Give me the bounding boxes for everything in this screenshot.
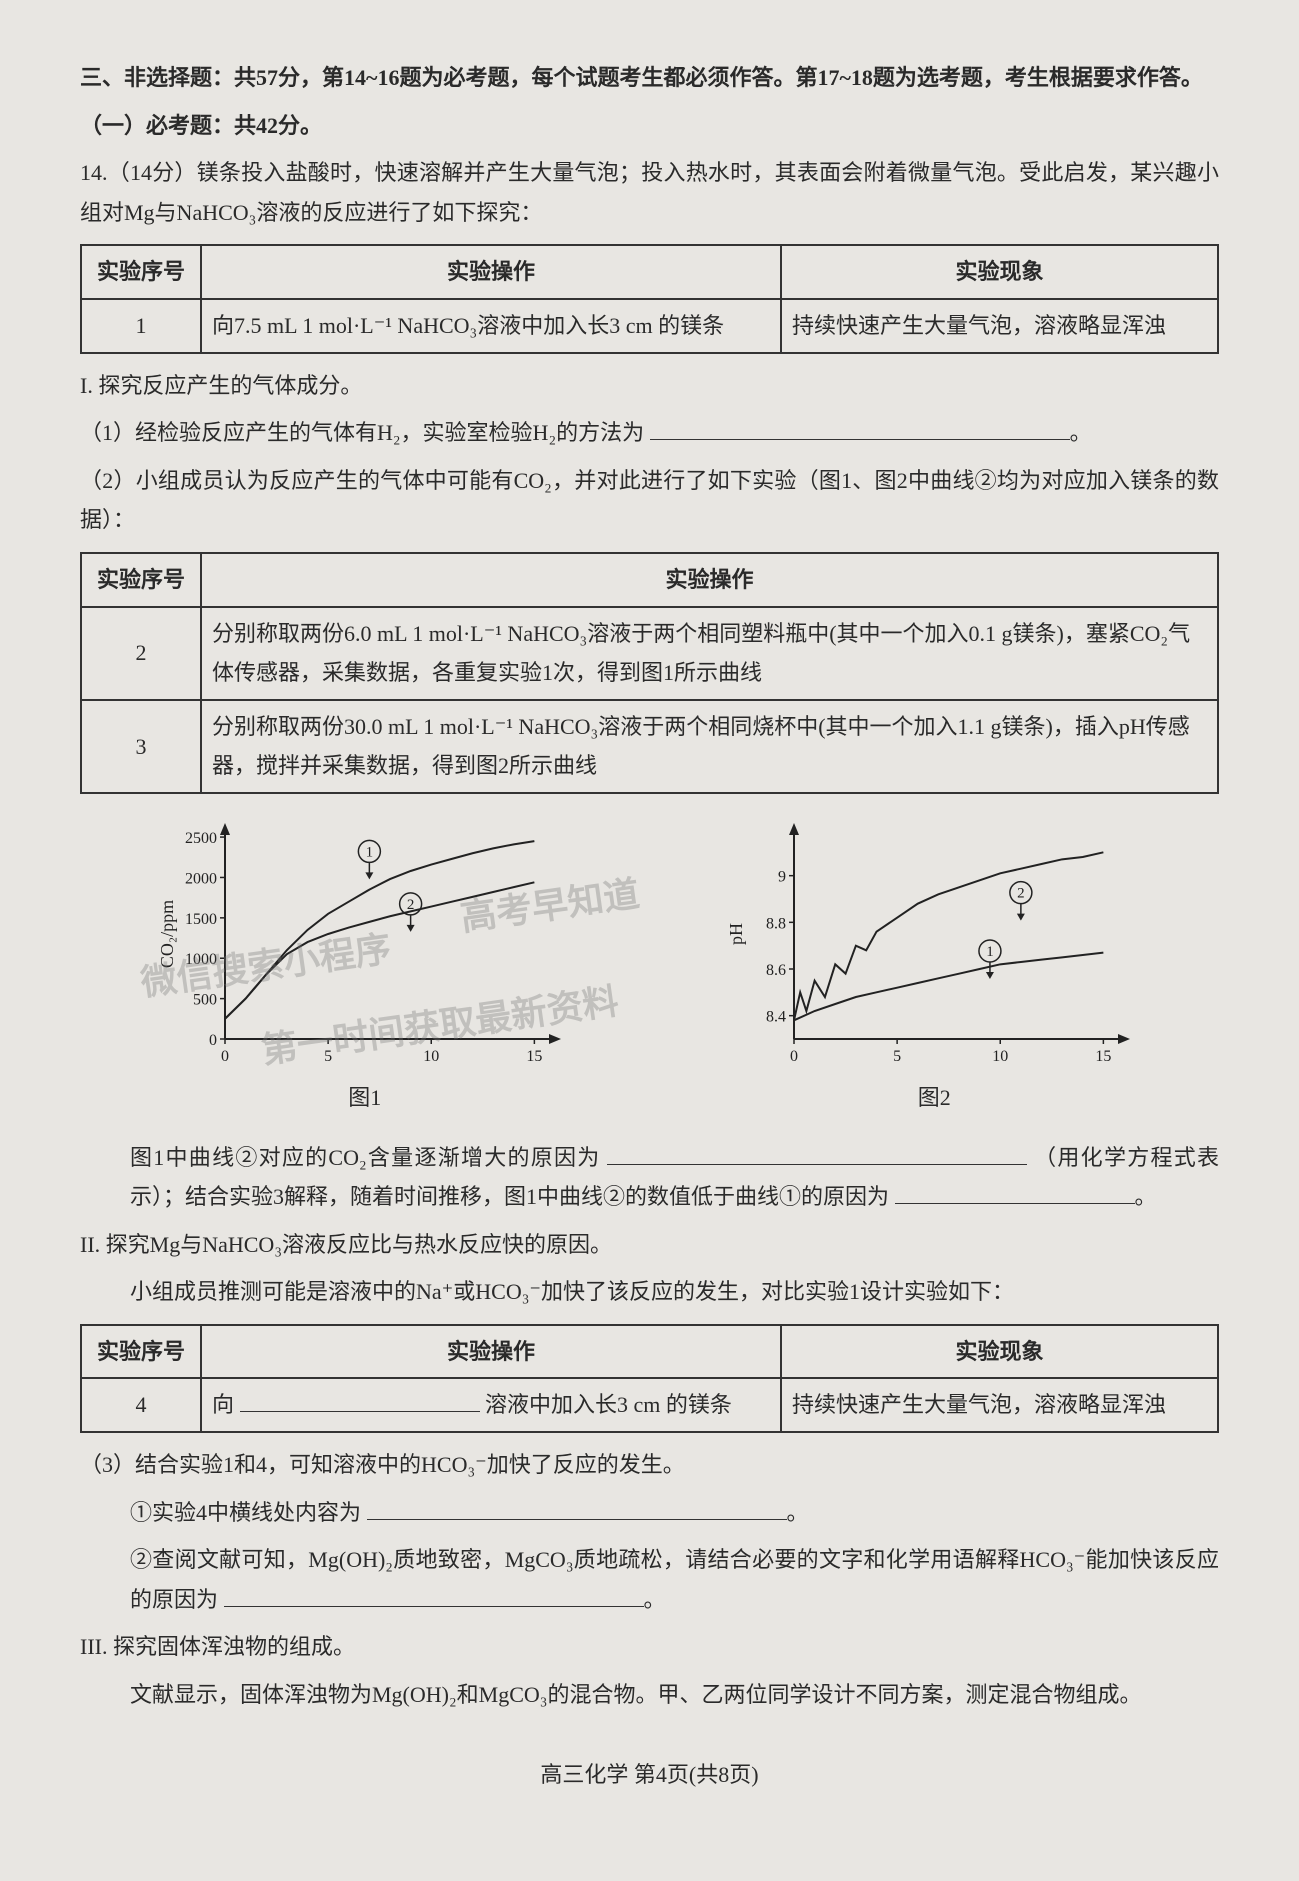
th-phen: 实验现象 <box>781 245 1218 299</box>
svg-text:5: 5 <box>893 1048 901 1065</box>
svg-text:8.6: 8.6 <box>766 962 786 979</box>
td-seq: 1 <box>81 299 201 353</box>
td-seq: 4 <box>81 1378 201 1432</box>
svg-text:0: 0 <box>209 1032 217 1049</box>
td-op: 向7.5 mL 1 mol·L⁻¹ NaHCO₃溶液中加入长3 cm 的镁条 <box>201 299 781 353</box>
charts-container: 05001000150020002500051015CO₂/ppm12 图1 8… <box>80 814 1219 1118</box>
svg-text:1: 1 <box>986 944 994 960</box>
table-row: 实验序号 实验操作 实验现象 <box>81 1325 1218 1379</box>
table-1: 实验序号 实验操作 实验现象 1 向7.5 mL 1 mol·L⁻¹ NaHCO… <box>80 244 1219 353</box>
th-op: 实验操作 <box>201 1325 781 1379</box>
item-2a: （2）小组成员认为反应产生的气体中可能有CO₂，并对此进行了如下实验（图1、图2… <box>80 461 1219 540</box>
svg-text:8.4: 8.4 <box>766 1009 786 1026</box>
th-phen: 实验现象 <box>781 1325 1218 1379</box>
svg-text:1000: 1000 <box>185 951 217 968</box>
page-footer: 高三化学 第4页(共8页) <box>80 1755 1219 1795</box>
table-2: 实验序号 实验操作 2 分别称取两份6.0 mL 1 mol·L⁻¹ NaHCO… <box>80 552 1219 794</box>
svg-text:0: 0 <box>790 1048 798 1065</box>
part-III-title: III. 探究固体浑浊物的组成。 <box>80 1627 1219 1667</box>
table-row: 4 向 溶液中加入长3 cm 的镁条 持续快速产生大量气泡，溶液略显浑浊 <box>81 1378 1218 1432</box>
svg-text:2000: 2000 <box>185 870 217 887</box>
part-III-text: 文献显示，固体浑浊物为Mg(OH)₂和MgCO₃的混合物。甲、乙两位同学设计不同… <box>80 1675 1219 1715</box>
svg-text:0: 0 <box>221 1048 229 1065</box>
chart-2-box: 8.4 8.6 8.8 9 0 5 10 15 pH 2 1 图2 <box>724 814 1144 1118</box>
svg-text:9: 9 <box>778 869 786 886</box>
th-seq: 实验序号 <box>81 1325 201 1379</box>
sub-header: （一）必考题：共42分。 <box>80 106 1219 146</box>
blank-line[interactable] <box>367 1495 787 1519</box>
svg-text:5: 5 <box>324 1048 332 1065</box>
item-1-text: （1）经检验反应产生的气体有H₂，实验室检验H₂的方法为 <box>80 420 644 445</box>
table-row: 2 分别称取两份6.0 mL 1 mol·L⁻¹ NaHCO₃溶液于两个相同塑料… <box>81 607 1218 700</box>
td-op: 分别称取两份6.0 mL 1 mol·L⁻¹ NaHCO₃溶液于两个相同塑料瓶中… <box>201 607 1218 700</box>
th-seq: 实验序号 <box>81 553 201 607</box>
svg-text:1500: 1500 <box>185 911 217 928</box>
table-row: 3 分别称取两份30.0 mL 1 mol·L⁻¹ NaHCO₃溶液于两个相同烧… <box>81 700 1218 793</box>
table-row: 1 向7.5 mL 1 mol·L⁻¹ NaHCO₃溶液中加入长3 cm 的镁条… <box>81 299 1218 353</box>
td-op: 向 溶液中加入长3 cm 的镁条 <box>201 1378 781 1432</box>
blank-line[interactable] <box>895 1180 1135 1204</box>
td-phen: 持续快速产生大量气泡，溶液略显浑浊 <box>781 299 1218 353</box>
chart-1-box: 0 500 1000 1500 2000 2500 0 5 10 15 CO₂/ppm 1 2 图1 <box>155 814 575 1118</box>
chart-2-svg: 8.4 8.6 8.8 9 0 5 10 15 pH 2 1 <box>724 814 1144 1074</box>
td-seq: 2 <box>81 607 201 700</box>
svg-text:15: 15 <box>1096 1048 1112 1065</box>
item-1: （1）经检验反应产生的气体有H₂，实验室检验H₂的方法为 。 <box>80 413 1219 453</box>
blank-line[interactable] <box>240 1388 480 1412</box>
svg-text:2: 2 <box>1017 886 1025 902</box>
blank-line[interactable] <box>650 416 1070 440</box>
part-II-title: II. 探究Mg与NaHCO₃溶液反应比与热水反应快的原因。 <box>80 1225 1219 1265</box>
svg-text:10: 10 <box>993 1048 1009 1065</box>
item-3: （3）结合实验1和4，可知溶液中的HCO₃⁻加快了反应的发生。 <box>80 1445 1219 1485</box>
td-phen: 持续快速产生大量气泡，溶液略显浑浊 <box>781 1378 1218 1432</box>
blank-line[interactable] <box>607 1140 1027 1164</box>
svg-text:CO₂/ppm: CO₂/ppm <box>157 900 177 968</box>
svg-text:1: 1 <box>365 844 373 860</box>
q14-intro: 14.（14分）镁条投入盐酸时，快速溶解并产生大量气泡；投入热水时，其表面会附着… <box>80 153 1219 232</box>
td-seq: 3 <box>81 700 201 793</box>
svg-text:2: 2 <box>407 897 415 913</box>
part-II-intro: 小组成员推测可能是溶液中的Na⁺或HCO₃⁻加快了该反应的发生，对比实验1设计实… <box>80 1272 1219 1312</box>
item-2b-text: 图1中曲线②对应的CO₂含量逐渐增大的原因为 <box>130 1145 601 1170</box>
svg-text:10: 10 <box>423 1048 439 1065</box>
td-op: 分别称取两份30.0 mL 1 mol·L⁻¹ NaHCO₃溶液于两个相同烧杯中… <box>201 700 1218 793</box>
svg-text:pH: pH <box>726 923 746 945</box>
svg-text:15: 15 <box>526 1048 542 1065</box>
part-I-title: I. 探究反应产生的气体成分。 <box>80 366 1219 406</box>
th-seq: 实验序号 <box>81 245 201 299</box>
th-op: 实验操作 <box>201 553 1218 607</box>
table-row: 实验序号 实验操作 <box>81 553 1218 607</box>
section-header: 三、非选择题：共57分，第14~16题为必考题，每个试题考生都必须作答。第17~… <box>80 58 1219 98</box>
svg-text:8.8: 8.8 <box>766 915 786 932</box>
chart-2-caption: 图2 <box>918 1078 951 1118</box>
item-3-1: ①实验4中横线处内容为 。 <box>80 1493 1219 1533</box>
blank-line[interactable] <box>224 1583 644 1607</box>
svg-text:500: 500 <box>193 992 217 1009</box>
td-op-post: 溶液中加入长3 cm 的镁条 <box>485 1392 732 1417</box>
svg-text:2500: 2500 <box>185 830 217 847</box>
table-3: 实验序号 实验操作 实验现象 4 向 溶液中加入长3 cm 的镁条 持续快速产生… <box>80 1324 1219 1433</box>
td-op-pre: 向 <box>212 1392 234 1417</box>
item-2b: 图1中曲线②对应的CO₂含量逐渐增大的原因为 （用化学方程式表示）；结合实验3解… <box>80 1138 1219 1217</box>
chart-1-svg: 0 500 1000 1500 2000 2500 0 5 10 15 CO₂/ppm 1 2 <box>155 814 575 1074</box>
th-op: 实验操作 <box>201 245 781 299</box>
item-3-2: ②查阅文献可知，Mg(OH)₂质地致密，MgCO₃质地疏松，请结合必要的文字和化… <box>80 1540 1219 1619</box>
table-row: 实验序号 实验操作 实验现象 <box>81 245 1218 299</box>
item-3-1-text: ①实验4中横线处内容为 <box>130 1500 361 1525</box>
chart-1-caption: 图1 <box>348 1078 381 1118</box>
